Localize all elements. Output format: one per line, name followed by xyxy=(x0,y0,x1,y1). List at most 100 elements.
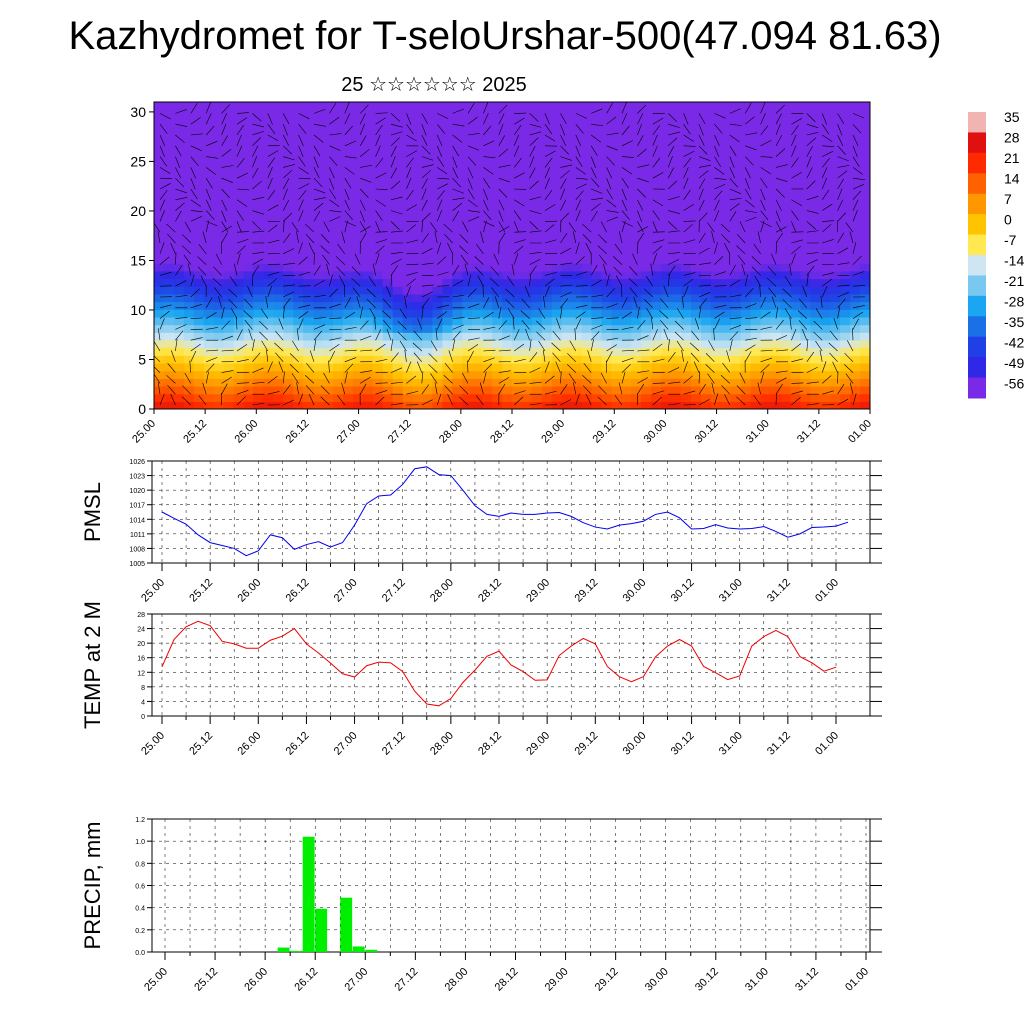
heatmap-cell xyxy=(173,370,185,379)
heatmap-cell xyxy=(700,140,712,149)
heatmap-cell xyxy=(183,309,195,318)
heatmap-cell xyxy=(611,240,622,249)
wind-barb xyxy=(175,339,178,352)
heatmap-cell xyxy=(651,232,662,241)
heatmap-cell xyxy=(691,201,702,211)
wind-barb xyxy=(544,150,556,157)
wind-barb xyxy=(705,353,715,363)
heatmap-cell xyxy=(561,125,573,134)
heatmap-cell xyxy=(323,309,334,318)
heatmap-cell xyxy=(472,378,483,387)
wind-barb xyxy=(560,113,567,124)
heatmap-cell xyxy=(820,355,831,364)
heatmap-cell xyxy=(780,117,792,126)
heatmap-cell xyxy=(561,171,573,180)
heatmap-cell xyxy=(611,132,622,141)
heatmap-cell xyxy=(710,309,722,318)
heatmap-cell xyxy=(591,171,603,180)
heatmap-cell xyxy=(452,301,463,310)
heatmap-cell xyxy=(333,393,344,402)
heatmap-cell xyxy=(830,362,841,372)
heatmap-cell xyxy=(591,178,603,188)
wind-barb xyxy=(714,210,720,222)
heatmap-cell xyxy=(273,117,284,126)
heatmap-cell xyxy=(820,232,831,241)
heatmap-cell xyxy=(253,278,264,287)
wind-barb xyxy=(306,363,315,373)
heatmap-cell xyxy=(651,148,662,157)
heatmap-cell xyxy=(253,316,264,326)
heatmap-cell xyxy=(601,339,613,349)
heatmap-cell xyxy=(681,401,692,409)
heatmap-cell xyxy=(720,171,732,180)
heatmap-cell xyxy=(730,132,742,141)
heatmap-cell xyxy=(283,109,294,118)
heatmap-cell xyxy=(681,117,692,126)
wind-barb xyxy=(375,134,381,146)
heatmap-cell xyxy=(581,332,593,341)
heatmap-cell xyxy=(720,301,732,310)
heatmap-cell xyxy=(631,309,642,318)
wind-barb xyxy=(375,390,388,395)
heatmap-cell xyxy=(820,186,831,195)
heatmap-cell xyxy=(193,117,205,126)
y-tick-label: 0.0 xyxy=(135,950,145,957)
heatmap-cell xyxy=(641,163,652,172)
heatmap-cell xyxy=(860,186,870,195)
heatmap-cell xyxy=(273,102,284,111)
heatmap-cell xyxy=(730,385,742,395)
heatmap-cell xyxy=(850,186,861,195)
heatmap-cell xyxy=(810,362,821,372)
heatmap-cell xyxy=(452,286,463,295)
heatmap-cell xyxy=(611,194,622,203)
heatmap-cell xyxy=(651,293,662,303)
heatmap-cell xyxy=(681,263,692,272)
heatmap-cell xyxy=(392,155,404,164)
wind-barb xyxy=(751,266,761,276)
heatmap-cell xyxy=(442,125,453,134)
heatmap-cell xyxy=(183,286,195,295)
heatmap-cell xyxy=(313,171,324,180)
heatmap-cell xyxy=(700,347,712,356)
wind-barb xyxy=(529,381,542,384)
heatmap-cell xyxy=(760,186,772,195)
heatmap-cell xyxy=(820,247,831,257)
heatmap-cell xyxy=(442,324,453,333)
heatmap-cell xyxy=(601,102,613,111)
heatmap-cell xyxy=(830,370,841,379)
wind-barb xyxy=(513,253,519,265)
heatmap-cell xyxy=(372,385,384,395)
heatmap-cell xyxy=(502,309,513,318)
wind-barb xyxy=(806,367,818,373)
heatmap-cell xyxy=(760,163,772,172)
wind-barb xyxy=(637,232,645,244)
heatmap-cell xyxy=(710,255,722,264)
wind-barb xyxy=(791,328,797,341)
heatmap-cell xyxy=(492,247,503,257)
heatmap-cell xyxy=(780,286,792,295)
heatmap-cell xyxy=(860,163,870,172)
wind-barb xyxy=(729,156,735,168)
heatmap-cell xyxy=(840,286,851,295)
heatmap-cell xyxy=(303,217,314,226)
heatmap-cell xyxy=(223,132,235,141)
x-tick-label: 30.00 xyxy=(621,577,649,605)
heatmap-cell xyxy=(740,148,752,157)
heatmap-cell xyxy=(521,301,533,310)
wind-barb xyxy=(544,272,557,276)
heatmap-cell xyxy=(203,385,215,395)
heatmap-cell xyxy=(432,278,443,287)
heatmap-cell xyxy=(700,109,712,118)
heatmap-cell xyxy=(760,362,772,372)
heatmap-cell xyxy=(412,201,424,211)
y-tick-label: 1005 xyxy=(129,561,145,568)
colorbar-swatch xyxy=(968,132,986,154)
heatmap-cell xyxy=(720,194,732,203)
heatmap-cell xyxy=(173,286,185,295)
wind-barb xyxy=(806,403,819,406)
wind-barb xyxy=(206,167,216,175)
heatmap-cell xyxy=(462,224,473,234)
heatmap-cell xyxy=(710,362,722,372)
wind-barb xyxy=(252,131,264,136)
